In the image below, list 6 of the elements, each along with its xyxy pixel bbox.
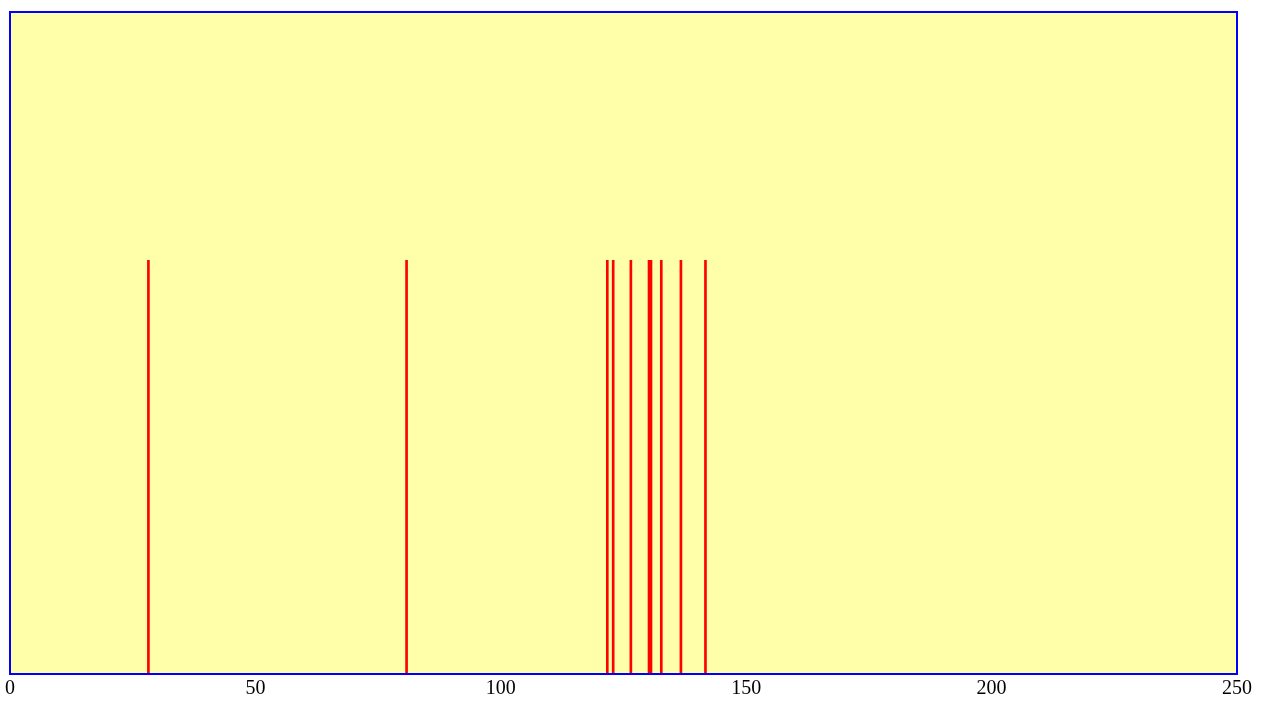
x-tick-label: 200	[976, 676, 1007, 699]
x-tick-label: 0	[5, 676, 15, 699]
x-tick-label: 50	[245, 676, 266, 699]
x-tick-label: 250	[1222, 676, 1252, 699]
x-tick-label: 150	[731, 676, 762, 699]
x-tick-label: 100	[485, 676, 516, 699]
